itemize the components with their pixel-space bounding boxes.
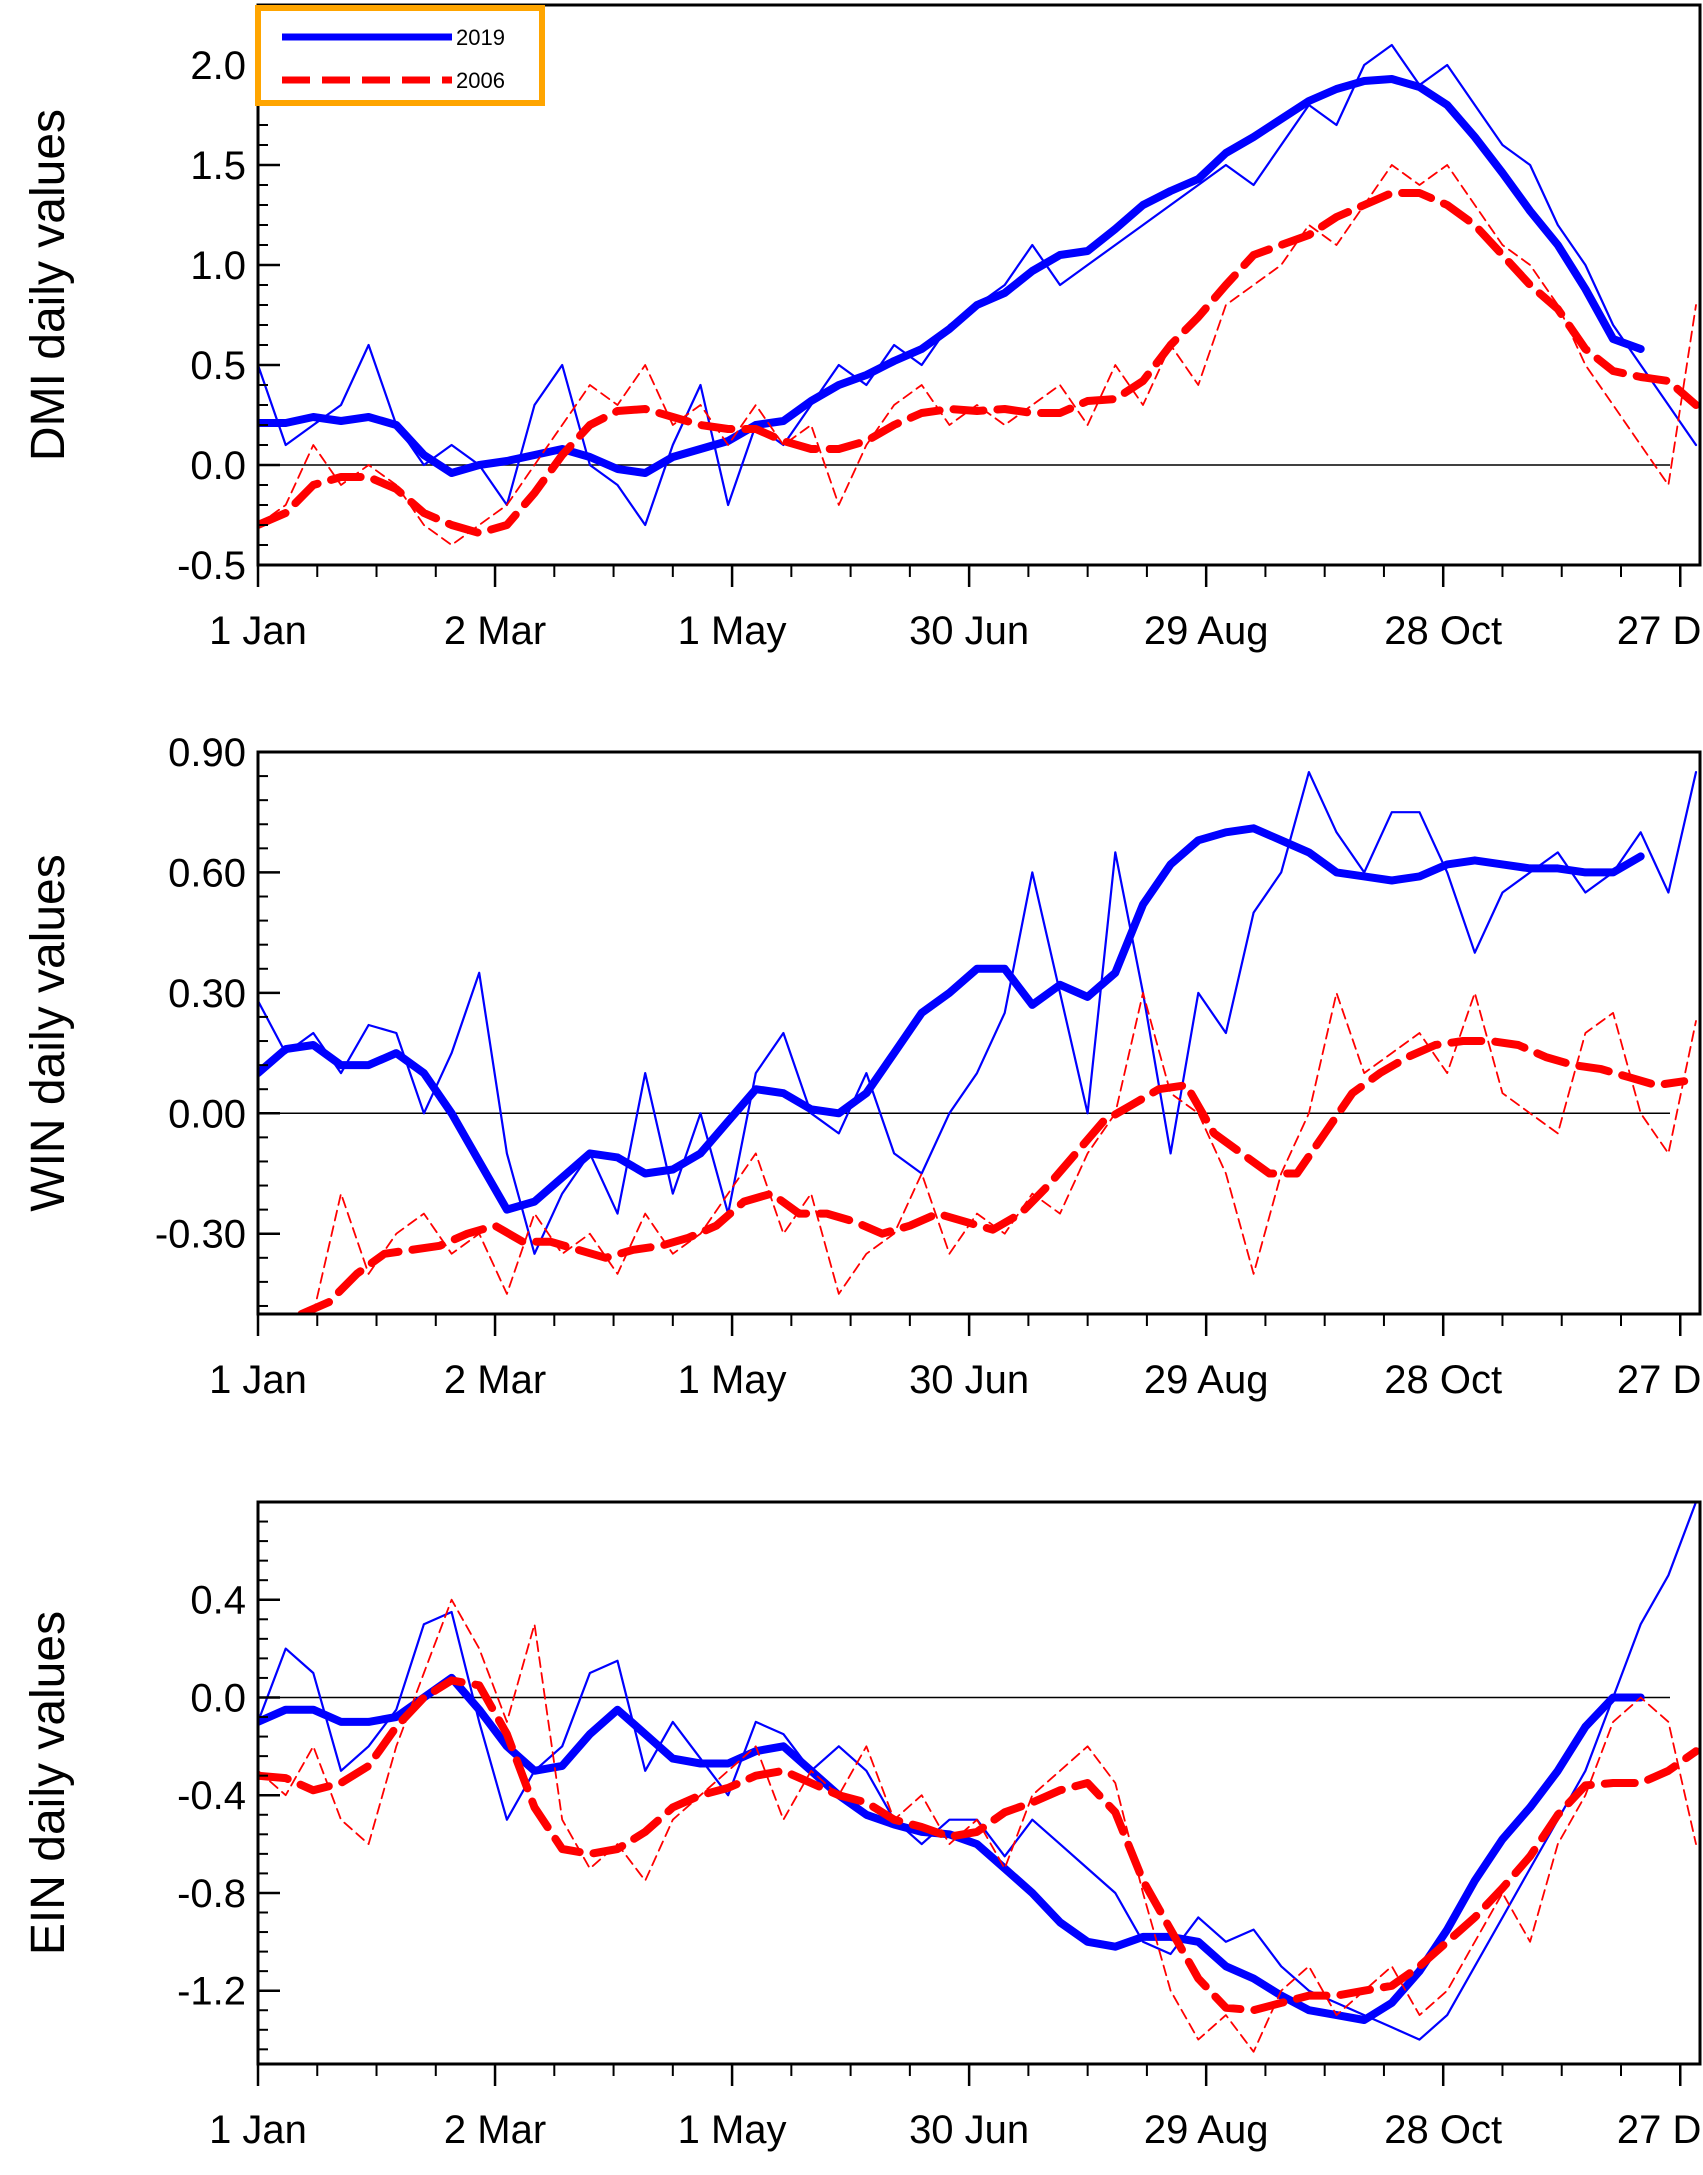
win-ylabel: WIN daily values — [22, 854, 75, 1211]
win-plot-frame — [256, 750, 1702, 1316]
panel-win: -0.30 0.00 0.30 0.60 0.90 1 Jan 2 Mar 1 May 30 J… — [22, 731, 1703, 1402]
ein-ytick-label: 0.0 — [190, 1676, 246, 1720]
dmi-xtick-label: 29 Aug — [1144, 609, 1269, 653]
win-series-2019-smoothed — [258, 824, 1645, 1214]
win-xtick-label: 27 Dec — [1617, 1358, 1703, 1402]
dmi-ytick-label: 0.5 — [190, 344, 246, 388]
win-ytick-label: 0.30 — [168, 972, 246, 1016]
dmi-ytick-label: -0.5 — [177, 544, 246, 588]
win-series-2006-daily — [312, 992, 1697, 1314]
ein-series-2006-smoothed — [258, 1676, 1700, 2015]
win-ytick-label: 0.00 — [168, 1092, 246, 1136]
win-series-2006-smoothed — [297, 1037, 1689, 1314]
dmi-series-2019-smoothed — [258, 75, 1645, 477]
ein-xtick-label: 30 Jun — [909, 2108, 1029, 2152]
ein-xtick-label: 1 Jan — [209, 2108, 307, 2152]
win-xtick-label: 28 Oct — [1384, 1358, 1502, 1402]
ein-xtick-label: 2 Mar — [444, 2108, 546, 2152]
dmi-ytick-label: 1.5 — [190, 144, 246, 188]
ein-ytick-label: -0.4 — [177, 1774, 246, 1818]
ein-series-2019-smoothed — [258, 1673, 1645, 2024]
ein-xtick-label: 29 Aug — [1144, 2108, 1269, 2152]
win-xtick-label: 1 May — [678, 1358, 787, 1402]
legend-label-2006: 2006 — [456, 68, 505, 93]
legend: 2019 2006 — [255, 5, 545, 106]
dmi-xtick-label: 28 Oct — [1384, 609, 1502, 653]
dmi-ytick-label: 2.0 — [190, 44, 246, 88]
legend-frame — [255, 5, 545, 106]
dmi-xtick-label: 2 Mar — [444, 609, 546, 653]
win-ytick-label: -0.30 — [155, 1213, 246, 1257]
win-xtick-label: 2 Mar — [444, 1358, 546, 1402]
ein-xtick-label: 1 May — [678, 2108, 787, 2152]
ein-ytick-label: -0.8 — [177, 1872, 246, 1916]
dmi-series-2019-daily — [258, 43, 1698, 527]
win-xtick-label: 30 Jun — [909, 1358, 1029, 1402]
ein-ylabel: EIN daily values — [22, 1611, 75, 1955]
dmi-series-2006-smoothed — [258, 189, 1700, 537]
ein-series-2006-daily — [258, 1598, 1697, 2053]
win-ytick-label: 0.90 — [168, 731, 246, 775]
panel-ein: -1.2 -0.8 -0.4 0.0 0.4 1 Jan 2 Mar 1 May 30 Jun 2… — [22, 1500, 1703, 2152]
ein-ytick-label: 0.4 — [190, 1579, 246, 1623]
ein-xtick-label: 28 Oct — [1384, 2108, 1502, 2152]
ein-ytick-label: -1.2 — [177, 1970, 246, 2014]
win-xtick-label: 1 Jan — [209, 1358, 307, 1402]
dmi-xtick-label: 1 May — [678, 609, 787, 653]
dmi-xtick-label: 1 Jan — [209, 609, 307, 653]
dmi-xtick-label: 27 Dec — [1617, 609, 1703, 653]
dmi-series-2006-daily — [258, 164, 1697, 546]
legend-label-2019: 2019 — [456, 25, 505, 50]
win-series-2019-daily — [258, 771, 1698, 1255]
dmi-ytick-label: 1.0 — [190, 244, 246, 288]
ein-series-2019-daily — [258, 1502, 1698, 2041]
panel-dmi: -0.5 0.0 0.5 1.0 1.5 2.0 1 Jan 2 Mar 1 May 30 Jun… — [22, 3, 1703, 653]
win-xtick-label: 29 Aug — [1144, 1358, 1269, 1402]
dmi-ylabel: DMI daily values — [22, 109, 75, 461]
dmi-ytick-label: 0.0 — [190, 444, 246, 488]
ein-xtick-label: 27 Dec — [1617, 2108, 1703, 2152]
ein-plot-frame — [256, 1500, 1702, 2066]
win-ytick-label: 0.60 — [168, 851, 246, 895]
dmi-xtick-label: 30 Jun — [909, 609, 1029, 653]
